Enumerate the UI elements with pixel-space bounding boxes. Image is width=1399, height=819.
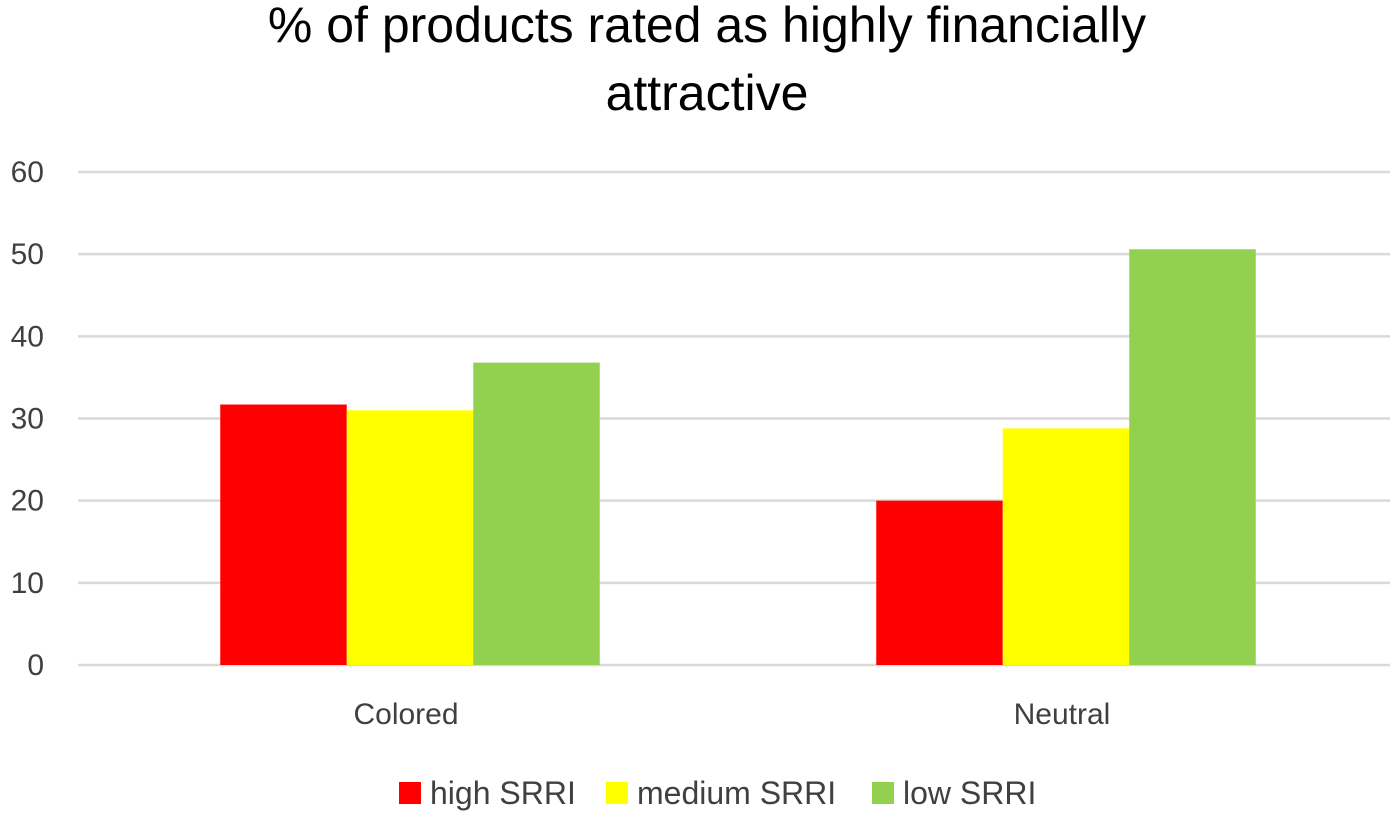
y-tick-label: 50 xyxy=(11,238,44,271)
bars xyxy=(220,249,1256,665)
chart-title-line-2: attractive xyxy=(606,65,809,121)
y-tick-label: 20 xyxy=(11,485,44,518)
legend-label-medium-srri: medium SRRI xyxy=(637,775,836,811)
bar-neutral-high-srri xyxy=(876,500,1003,665)
bar-neutral-low-srri xyxy=(1129,249,1256,665)
x-category-label: Neutral xyxy=(1014,698,1111,731)
y-axis-tick-labels: 0 10 20 30 40 50 60 xyxy=(11,156,44,682)
bar-colored-medium-srri xyxy=(346,410,474,665)
legend-label-high-srri: high SRRI xyxy=(430,775,576,811)
y-tick-label: 40 xyxy=(11,320,44,353)
chart-title-line-1: % of products rated as highly financiall… xyxy=(268,0,1146,53)
bar-neutral-medium-srri xyxy=(1002,428,1130,665)
y-tick-label: 10 xyxy=(11,567,44,600)
bar-colored-low-srri xyxy=(473,362,600,665)
legend-swatch-low-srri xyxy=(872,782,894,804)
bar-colored-high-srri xyxy=(220,404,347,665)
legend-label-low-srri: low SRRI xyxy=(903,775,1036,811)
chart-title: % of products rated as highly financiall… xyxy=(268,0,1146,121)
x-category-label: Colored xyxy=(353,698,458,731)
x-axis-category-labels: Colored Neutral xyxy=(353,698,1110,731)
y-tick-label: 60 xyxy=(11,156,44,189)
y-tick-label: 30 xyxy=(11,403,44,436)
legend-swatch-medium-srri xyxy=(606,782,628,804)
legend-swatch-high-srri xyxy=(399,782,421,804)
legend: high SRRI medium SRRI low SRRI xyxy=(399,775,1036,811)
y-tick-label: 0 xyxy=(27,649,44,682)
